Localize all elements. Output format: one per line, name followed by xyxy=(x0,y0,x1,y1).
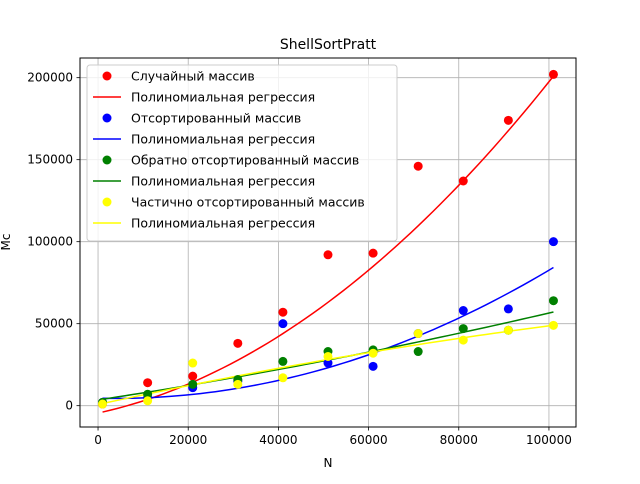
x-tick-label: 80000 xyxy=(440,433,478,447)
y-tick-label: 50000 xyxy=(35,317,73,331)
data-point-series-1 xyxy=(278,307,288,317)
data-point-series-4 xyxy=(323,351,333,361)
data-point-series-3 xyxy=(143,389,153,399)
x-tick-label: 60000 xyxy=(349,433,387,447)
data-point-series-4 xyxy=(143,396,153,406)
data-point-series-2 xyxy=(548,237,558,247)
data-point-series-4 xyxy=(413,329,423,339)
data-point-series-4 xyxy=(458,335,468,345)
data-point-series-3 xyxy=(278,356,288,366)
data-point-series-2 xyxy=(368,361,378,371)
legend-label: Отсортированный массив xyxy=(131,111,301,126)
legend-box xyxy=(86,64,398,242)
legend-marker-2 xyxy=(102,113,112,123)
y-tick-label: 150000 xyxy=(27,153,73,167)
data-point-series-4 xyxy=(233,379,243,389)
legend-label: Частично отсортированный массив xyxy=(131,195,365,210)
data-point-series-3 xyxy=(188,379,198,389)
data-point-series-1 xyxy=(188,371,198,381)
data-point-series-3 xyxy=(548,296,558,306)
data-point-series-2 xyxy=(503,304,513,314)
x-axis-label: N xyxy=(324,456,333,470)
data-point-series-2 xyxy=(323,358,333,368)
y-tick-label: 200000 xyxy=(27,71,73,85)
y-axis-label: Mc xyxy=(0,234,13,251)
legend-label: Случайный массив xyxy=(131,69,255,84)
data-point-series-1 xyxy=(503,115,513,125)
data-point-series-1 xyxy=(368,248,378,258)
data-point-series-4 xyxy=(188,358,198,368)
legend-label: Обратно отсортированный массив xyxy=(131,153,359,168)
legend-label: Полиномиальная регрессия xyxy=(131,90,315,105)
legend-marker-4 xyxy=(102,197,112,207)
data-point-series-1 xyxy=(233,338,243,348)
legend-marker-1 xyxy=(102,71,112,81)
chart-title: ShellSortPratt xyxy=(280,37,377,53)
data-point-series-2 xyxy=(458,306,468,316)
legend: Случайный массив Полиномиальная регрессия… xyxy=(86,64,398,242)
axis-ticks: 0 20000 40000 60000 80000 100000 0 50000 100000 1… xyxy=(27,71,572,447)
regression-line-2 xyxy=(102,266,554,400)
data-point-series-1 xyxy=(323,250,333,260)
data-point-series-4 xyxy=(548,320,558,330)
plot-frame xyxy=(79,57,577,428)
data-point-series-4 xyxy=(278,373,288,383)
data-point-series-4 xyxy=(98,399,108,409)
data-point-series-1 xyxy=(413,161,423,171)
data-point-series-4 xyxy=(503,325,513,335)
legend-label: Полиномиальная регрессия xyxy=(131,174,315,189)
legend-label: Полиномиальная регрессия xyxy=(131,132,315,147)
x-tick-label: 100000 xyxy=(526,433,572,447)
data-point-series-1 xyxy=(548,69,558,79)
data-point-series-1 xyxy=(143,378,153,388)
data-point-series-3 xyxy=(413,347,423,357)
x-tick-label: 40000 xyxy=(259,433,297,447)
x-tick-label: 0 xyxy=(94,433,102,447)
x-tick-label: 20000 xyxy=(169,433,207,447)
legend-marker-3 xyxy=(102,155,112,165)
y-tick-label: 100000 xyxy=(27,235,73,249)
data-point-series-4 xyxy=(368,348,378,358)
data-point-series-3 xyxy=(458,324,468,334)
data-point-series-1 xyxy=(458,176,468,186)
data-points xyxy=(98,69,558,409)
data-point-series-2 xyxy=(278,319,288,329)
legend-label: Полиномиальная регрессия xyxy=(131,216,315,231)
y-tick-label: 0 xyxy=(65,399,73,413)
